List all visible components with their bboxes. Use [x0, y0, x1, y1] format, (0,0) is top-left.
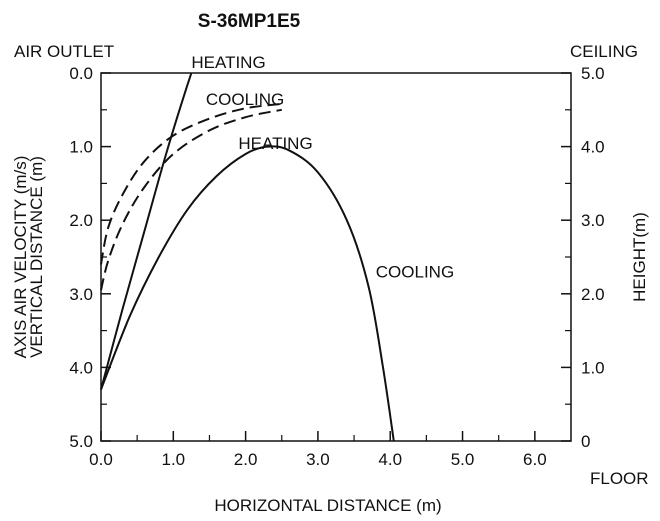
x-tick-label: 6.0 [523, 450, 547, 469]
y-right-tick-label: 5.0 [581, 64, 605, 83]
x-tick-label: 1.0 [161, 450, 185, 469]
y-left-tick-label: 0.0 [69, 64, 93, 83]
y-right-tick-label: 3.0 [581, 211, 605, 230]
y-left-tick-label: 5.0 [69, 432, 93, 451]
curve-label: HEATING [191, 53, 265, 72]
series-heating-solid [100, 72, 193, 390]
series-cooling-dashed [100, 102, 282, 265]
x-axis-title: HORIZONTAL DISTANCE (m) [214, 496, 441, 515]
right-axis-title: HEIGHT(m) [630, 212, 649, 302]
series-cooling-solid [100, 145, 395, 442]
y-right-tick-label: 1.0 [581, 358, 605, 377]
curve-label: HEATING [238, 134, 312, 153]
curve-label: COOLING [376, 263, 454, 282]
y-left-tick-label: 1.0 [69, 138, 93, 157]
y-right-tick-label: 0 [581, 432, 590, 451]
y-left-tick-label: 3.0 [69, 285, 93, 304]
chart-title: S-36MP1E5 [198, 11, 301, 32]
left-axis-title-line1: AXIS AIR VELOCITY (m/s) [11, 156, 30, 359]
y-right-tick-label: 2.0 [581, 285, 605, 304]
left-y-axis: 0.0 1.0 2.0 3.0 4.0 5.0 [69, 64, 111, 451]
x-tick-label: 0.0 [89, 450, 113, 469]
left-axis-title-line2: VERTICAL DISTANCE (m) [27, 156, 46, 358]
y-left-tick-label: 4.0 [69, 358, 93, 377]
plot-area [100, 72, 572, 442]
curve-label: COOLING [206, 90, 284, 109]
x-tick-label: 5.0 [451, 450, 475, 469]
air-outlet-label: AIR OUTLET [14, 42, 114, 61]
y-right-tick-label: 4.0 [581, 138, 605, 157]
x-axis: 0.0 1.0 2.0 3.0 4.0 5.0 6.0 [89, 431, 547, 469]
series-heating-dashed [100, 108, 282, 291]
y-left-tick-label: 2.0 [69, 211, 93, 230]
floor-label: FLOOR [590, 469, 649, 488]
series [100, 72, 395, 442]
x-tick-label: 2.0 [234, 450, 258, 469]
x-tick-label: 3.0 [306, 450, 330, 469]
ceiling-label: CEILING [570, 42, 638, 61]
right-y-axis: 5.0 4.0 3.0 2.0 1.0 0 [561, 64, 605, 451]
left-axis-title: AXIS AIR VELOCITY (m/s) VERTICAL DISTANC… [11, 156, 46, 359]
annotations: HEATING COOLING HEATING COOLING [191, 53, 454, 282]
x-tick-label: 4.0 [378, 450, 402, 469]
